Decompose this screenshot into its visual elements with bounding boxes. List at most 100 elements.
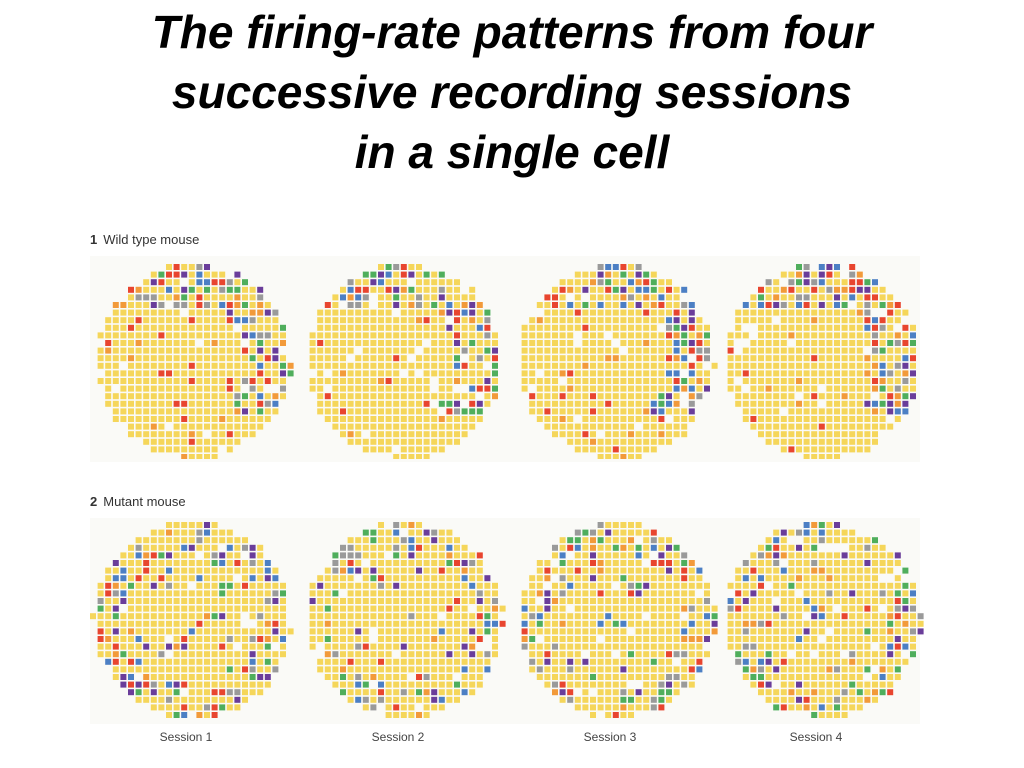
rate-cell [280, 332, 286, 339]
rate-cell [257, 560, 264, 566]
rate-cell [385, 408, 392, 415]
rate-cell [196, 666, 203, 673]
rate-cell [332, 575, 339, 582]
rate-cell [181, 598, 188, 604]
rate-cell [150, 317, 157, 324]
rate-cell [446, 355, 453, 362]
rate-cell [332, 552, 339, 559]
session-1-label: Session 1 [159, 730, 213, 744]
rate-cell [773, 423, 780, 430]
rate-cell [355, 279, 362, 286]
rate-cell [841, 340, 848, 346]
rate-cell [597, 400, 604, 407]
rate-cell [234, 658, 241, 665]
rate-cell [469, 355, 476, 362]
rate-cell [811, 666, 818, 673]
rate-cell [317, 628, 324, 635]
rate-cell [559, 651, 566, 658]
rate-cell [620, 370, 627, 377]
rate-cell [620, 613, 627, 620]
rate-cell [385, 613, 392, 620]
rate-cell [628, 704, 634, 711]
rate-cell [612, 332, 619, 339]
rate-cell [773, 560, 780, 566]
rate-cell [158, 302, 165, 308]
mutant-session-2-map [309, 522, 506, 718]
rate-cell [150, 423, 157, 430]
rate-cell [143, 537, 150, 544]
rate-cell [204, 605, 210, 612]
rate-cell [400, 681, 407, 688]
rate-cell [166, 438, 172, 445]
rate-cell [597, 264, 604, 270]
rate-cell [158, 674, 165, 680]
rate-cell [324, 620, 331, 627]
rate-cell [864, 537, 871, 544]
rate-cell [735, 598, 742, 604]
rate-cell [476, 598, 483, 604]
rate-cell [257, 400, 264, 407]
rate-cell [643, 423, 650, 430]
rate-cell [773, 658, 780, 665]
rate-cell [105, 643, 112, 650]
rate-cell [188, 385, 195, 392]
rate-cell [400, 628, 407, 635]
rate-cell [666, 651, 672, 658]
rate-cell [400, 400, 407, 407]
rate-cell [673, 643, 680, 650]
rate-cell [834, 416, 840, 422]
rate-cell [803, 355, 810, 362]
rate-cell [643, 294, 650, 301]
rate-cell [257, 552, 264, 559]
rate-cell [355, 643, 362, 650]
rate-cell [249, 317, 256, 324]
rate-cell [567, 423, 574, 430]
rate-cell [158, 544, 165, 551]
rate-cell [112, 362, 119, 369]
rate-cell [158, 651, 165, 658]
rate-cell [673, 544, 680, 551]
rate-cell [242, 643, 248, 650]
rate-cell [219, 309, 226, 316]
rate-cell [317, 666, 324, 673]
rate-cell [879, 385, 886, 392]
rate-cell [529, 378, 536, 384]
rate-cell [620, 362, 627, 369]
rate-cell [552, 658, 558, 665]
rate-cell [750, 309, 757, 316]
rate-cell [324, 674, 331, 680]
rate-cell [796, 643, 802, 650]
rate-cell [841, 582, 848, 589]
rate-cell [750, 658, 757, 665]
rate-cell [597, 393, 604, 400]
rate-cell [332, 317, 339, 324]
rate-cell [643, 279, 650, 286]
rate-cell [780, 294, 787, 301]
rate-cell [856, 347, 863, 354]
rate-cell [355, 309, 362, 316]
rate-cell [438, 598, 445, 604]
rate-cell [826, 605, 833, 612]
rate-cell [378, 378, 384, 384]
rate-cell [788, 704, 795, 711]
rate-cell [242, 362, 248, 369]
rate-cell [272, 340, 279, 346]
rate-cell [226, 286, 233, 293]
rate-cell [112, 317, 119, 324]
rate-cell [643, 302, 650, 308]
rate-cell [150, 582, 157, 589]
rate-cell [628, 567, 634, 574]
rate-cell [765, 575, 772, 582]
rate-cell [135, 385, 142, 392]
rate-cell [590, 658, 596, 665]
rate-cell [317, 598, 324, 604]
rate-cell [309, 362, 316, 369]
rate-cell [476, 370, 483, 377]
rate-cell [423, 370, 430, 377]
rate-cell [552, 408, 558, 415]
rate-cell [582, 636, 589, 642]
rate-cell [128, 567, 134, 574]
rate-cell [765, 400, 772, 407]
rate-cell [143, 628, 150, 635]
rate-cell [120, 567, 127, 574]
